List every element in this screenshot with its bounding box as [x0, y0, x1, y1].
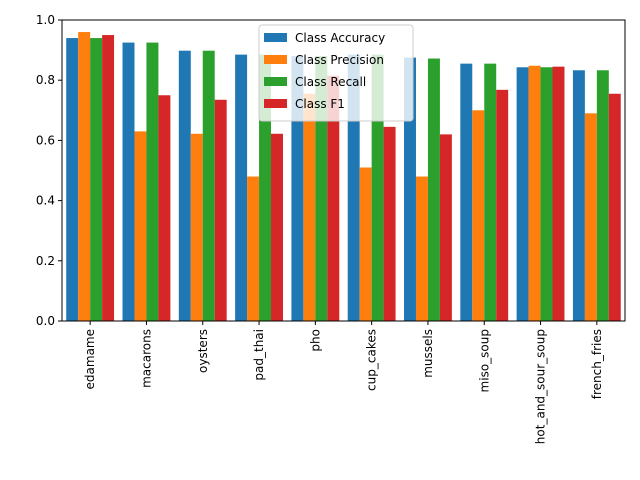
bar-pad_thai-class-precision [247, 176, 260, 321]
legend-swatch [264, 33, 287, 42]
bar-cup_cakes-class-recall [371, 54, 384, 322]
bar-mussels-class-recall [427, 58, 440, 321]
bar-pad_thai-class-accuracy [235, 54, 248, 322]
y-tick-label: 0.2 [36, 254, 55, 268]
bar-hot_and_sour_soup-class-recall [540, 67, 553, 321]
x-tick-label-edamame: edamame [83, 329, 97, 389]
bar-macarons-class-f1 [158, 95, 171, 321]
legend-swatch [264, 99, 287, 108]
x-tick-label-miso_soup: miso_soup [477, 329, 491, 392]
x-tick-label-french_fries: french_fries [590, 329, 604, 399]
bar-french_fries-class-accuracy [572, 70, 585, 322]
x-tick-label-oysters: oysters [196, 329, 210, 373]
y-tick-label: 0.8 [36, 73, 55, 87]
bar-french_fries-class-precision [584, 113, 597, 321]
bar-edamame-class-accuracy [66, 38, 79, 322]
bar-oysters-class-accuracy [178, 50, 191, 321]
legend-label: Class Accuracy [295, 31, 385, 45]
legend-label: Class Recall [295, 75, 366, 89]
legend-box [258, 24, 414, 122]
bar-pad_thai-class-recall [259, 54, 272, 322]
bar-hot_and_sour_soup-class-accuracy [516, 67, 529, 321]
bar-oysters-class-precision [190, 133, 203, 321]
legend-label: Class Precision [295, 53, 384, 67]
x-tick-label-pho: pho [308, 329, 322, 352]
x-tick-label-hot_and_sour_soup: hot_and_sour_soup [534, 329, 548, 444]
legend-swatch [264, 55, 287, 64]
bar-miso_soup-class-f1 [496, 89, 509, 321]
bar-mussels-class-accuracy [404, 57, 416, 322]
bar-pho-class-recall [315, 56, 328, 322]
bar-oysters-class-f1 [214, 99, 227, 322]
x-axis: edamame macarons oysters pad_thai pho cup_cak… [83, 321, 604, 444]
bar-pho-class-f1 [327, 75, 340, 321]
bar-mussels-class-f1 [439, 134, 452, 321]
bar-pad_thai-class-f1 [271, 133, 283, 321]
legend-swatch [264, 77, 287, 86]
bar-pho-class-accuracy [291, 56, 304, 322]
x-tick-label-mussels: mussels [421, 329, 435, 378]
bar-hot_and_sour_soup-class-precision [528, 65, 541, 321]
bar-mussels-class-precision [415, 176, 428, 321]
bar-miso_soup-class-recall [484, 63, 497, 321]
x-tick-label-cup_cakes: cup_cakes [365, 329, 379, 391]
bar-oysters-class-recall [202, 50, 215, 321]
y-tick-label: 1.0 [36, 13, 55, 27]
bar-edamame-class-f1 [102, 35, 115, 322]
y-tick-label: 0.6 [36, 133, 55, 147]
legend: Class Accuracy Class Precision Class Recal… [258, 24, 414, 122]
bar-pho-class-precision [303, 93, 316, 321]
bar-french_fries-class-recall [596, 70, 609, 322]
bar-macarons-class-precision [134, 131, 147, 321]
x-tick-label-pad_thai: pad_thai [252, 329, 266, 381]
y-tick-label: 0.0 [36, 314, 55, 328]
bar-macarons-class-recall [146, 42, 159, 321]
axes-frame [61, 19, 626, 322]
legend-label: Class F1 [295, 97, 345, 111]
y-tick-label: 0.4 [36, 194, 55, 208]
bar-french_fries-class-f1 [608, 93, 621, 321]
bar-cup_cakes-class-precision [359, 167, 372, 321]
bars-group [66, 32, 621, 322]
bar-cup_cakes-class-f1 [383, 126, 396, 321]
x-tick-label-macarons: macarons [139, 329, 153, 388]
bar-edamame-class-precision [78, 32, 91, 321]
bar-miso_soup-class-precision [472, 110, 485, 321]
bar-miso_soup-class-accuracy [460, 63, 473, 321]
bar-macarons-class-accuracy [122, 42, 135, 321]
y-axis: 0.0 0.2 0.4 0.6 0.8 1.0 [36, 13, 62, 328]
bar-edamame-class-recall [90, 38, 103, 322]
bar-cup_cakes-class-accuracy [347, 54, 360, 322]
bar-hot_and_sour_soup-class-f1 [552, 66, 565, 321]
